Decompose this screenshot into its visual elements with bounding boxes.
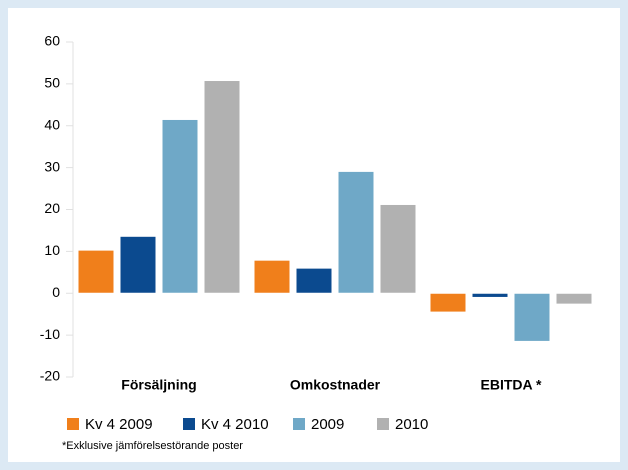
y-tick-label: 10: [44, 242, 60, 258]
x-tick-label: Omkostnader: [290, 377, 381, 393]
x-tick-label: Försäljning: [121, 377, 196, 393]
y-tick-label: 20: [44, 200, 60, 216]
footnote: *Exklusive jämförelsestörande poster: [62, 440, 243, 452]
legend-swatch: [377, 418, 389, 430]
panel: [8, 8, 620, 462]
y-tick-label: 50: [44, 75, 60, 91]
bar: [379, 203, 417, 294]
bar: [295, 267, 333, 294]
y-tick-label: 0: [52, 284, 60, 300]
bar: [471, 292, 509, 298]
legend-swatch: [183, 418, 195, 430]
bar: [337, 170, 375, 294]
y-tick-label: -20: [40, 368, 60, 384]
bar: [555, 292, 593, 305]
legend-label: 2009: [311, 416, 344, 433]
bar: [161, 118, 199, 294]
bar: [253, 259, 291, 294]
bar: [77, 249, 115, 294]
y-tick-label: 40: [44, 116, 60, 132]
legend-label: Kv 4 2010: [201, 416, 269, 433]
bar: [429, 292, 467, 313]
legend-swatch: [67, 418, 79, 430]
y-tick-label: 60: [44, 33, 60, 49]
legend-swatch: [293, 418, 305, 430]
bar: [513, 292, 551, 342]
x-tick-label: EBITDA *: [481, 377, 542, 393]
bar: [203, 80, 241, 294]
bar: [119, 235, 157, 294]
legend-label: Kv 4 2009: [85, 416, 153, 433]
y-tick-label: 30: [44, 158, 60, 174]
y-tick-label: -10: [40, 326, 60, 342]
legend-label: 2010: [395, 416, 428, 433]
